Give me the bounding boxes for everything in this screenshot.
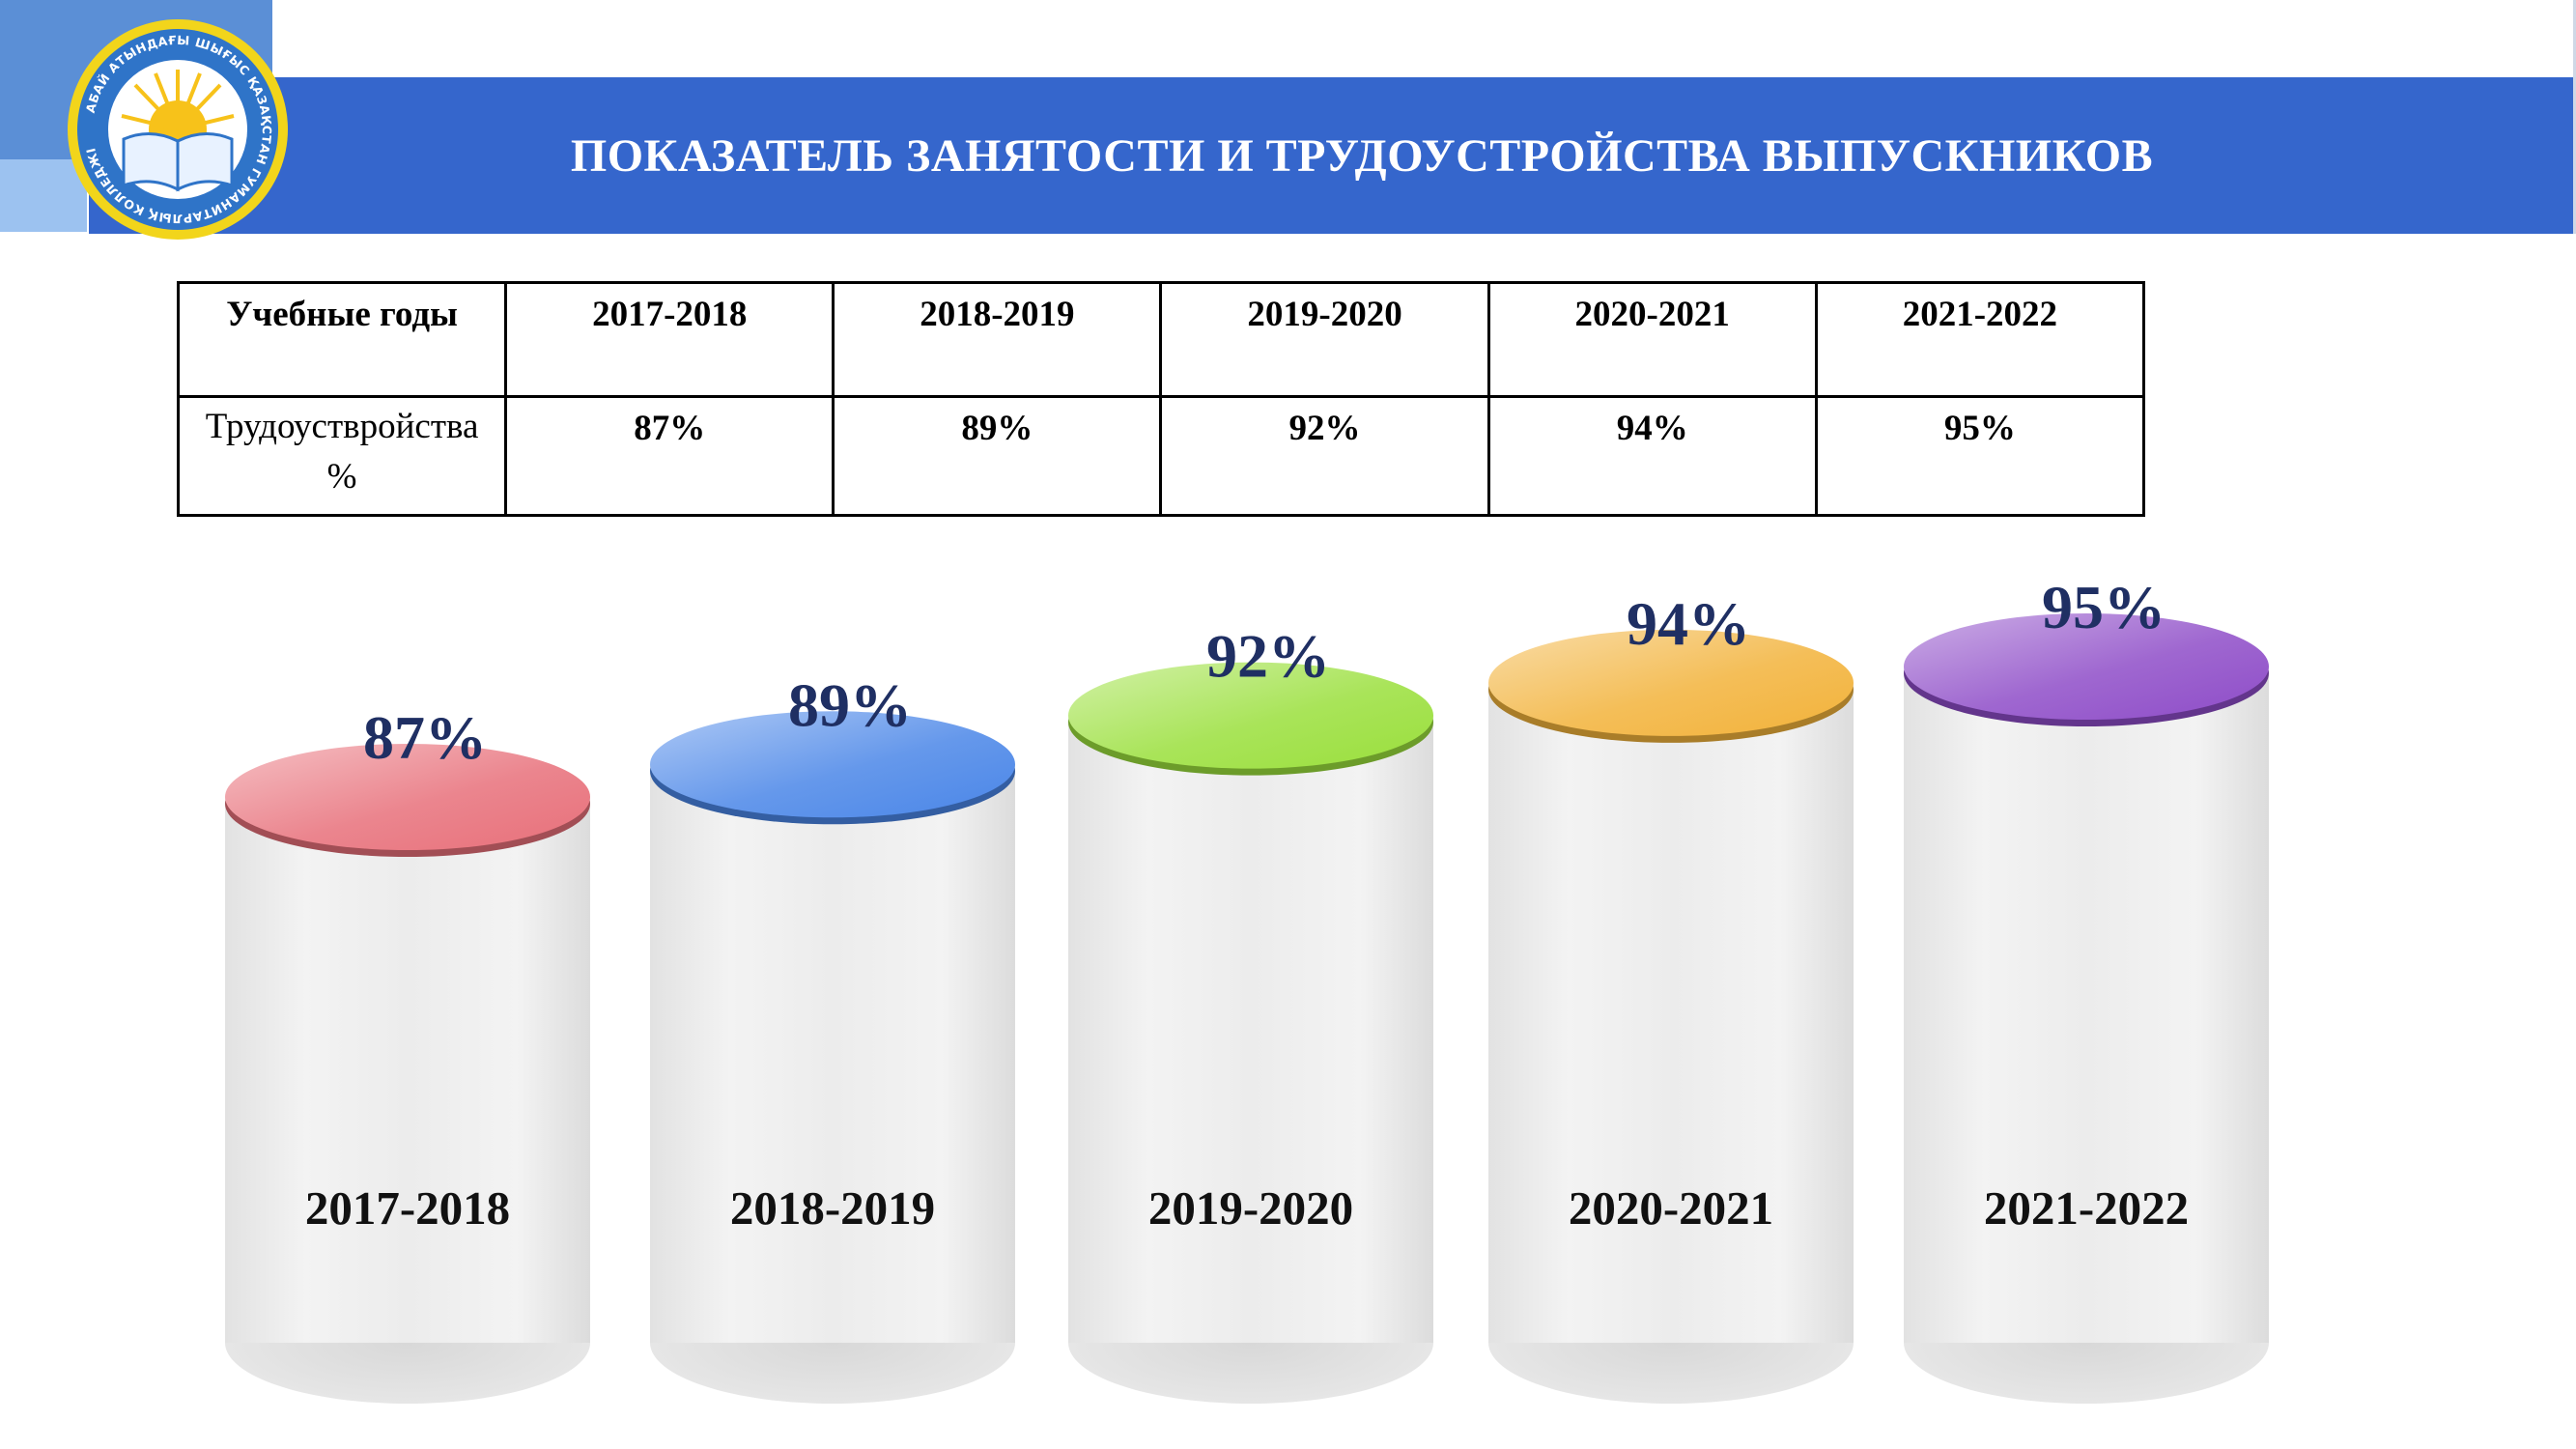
table-header-label: Учебные годы bbox=[176, 281, 508, 398]
category-label: 2021-2022 bbox=[1984, 1181, 2189, 1235]
value-label: 89% bbox=[788, 670, 912, 739]
cylinder-cap bbox=[650, 711, 1015, 818]
table-value-row: Трудоуствройства % 87% 89% 92% 94% 95% bbox=[176, 395, 2146, 517]
table-value-cell: 92% bbox=[1159, 395, 1490, 517]
right-edge-line bbox=[2573, 0, 2576, 234]
cylinder-body bbox=[650, 764, 1015, 1343]
corner-accent-light bbox=[0, 159, 87, 232]
table-value-cell: 94% bbox=[1486, 395, 1818, 517]
table-row-label: Трудоуствройства % bbox=[176, 395, 508, 517]
table-row-label-line2: % bbox=[326, 457, 357, 497]
cylinder-body bbox=[225, 797, 590, 1343]
table-year-cell: 2019-2020 bbox=[1159, 281, 1490, 398]
table-year-cell: 2018-2019 bbox=[832, 281, 1163, 398]
category-label: 2017-2018 bbox=[305, 1181, 510, 1235]
header-band bbox=[89, 77, 2576, 234]
table-year-cell: 2017-2018 bbox=[504, 281, 835, 398]
cylinder-cap bbox=[225, 744, 590, 850]
cylinder-body bbox=[1904, 667, 2269, 1343]
cylinder-cap bbox=[1904, 613, 2269, 720]
value-label: 94% bbox=[1627, 589, 1750, 658]
value-label: 87% bbox=[363, 703, 487, 772]
college-logo: АБАЙ АТЫНДАҒЫ ШЫҒЫС ҚАЗАҚСТАН ГУМАНИТАРЛ… bbox=[68, 19, 288, 240]
table-value-cell: 95% bbox=[1814, 395, 2146, 517]
table-year-cell: 2021-2022 bbox=[1814, 281, 2146, 398]
category-label: 2020-2021 bbox=[1569, 1181, 1773, 1235]
cylinder-cap bbox=[1068, 662, 1433, 769]
open-book-icon bbox=[122, 132, 234, 192]
value-label: 92% bbox=[1206, 622, 1330, 691]
cylinder-body bbox=[1068, 715, 1433, 1343]
value-label: 95% bbox=[2042, 573, 2166, 641]
cylinder-cap bbox=[1488, 629, 1854, 736]
table-row-label-line1: Трудоуствройства bbox=[205, 407, 479, 446]
category-label: 2019-2020 bbox=[1148, 1181, 1353, 1235]
table-header-row: Учебные годы 2017-2018 2018-2019 2019-20… bbox=[176, 281, 2146, 398]
table-value-cell: 87% bbox=[504, 395, 835, 517]
table-year-cell: 2020-2021 bbox=[1486, 281, 1818, 398]
table-value-cell: 89% bbox=[832, 395, 1163, 517]
cylinder-body bbox=[1488, 682, 1854, 1343]
page-title: ПОКАЗАТЕЛЬ ЗАНЯТОСТИ И ТРУДОУСТРОЙСТВА В… bbox=[570, 129, 2154, 182]
employment-table: Учебные годы 2017-2018 2018-2019 2019-20… bbox=[176, 281, 2146, 517]
category-label: 2018-2019 bbox=[730, 1181, 935, 1235]
